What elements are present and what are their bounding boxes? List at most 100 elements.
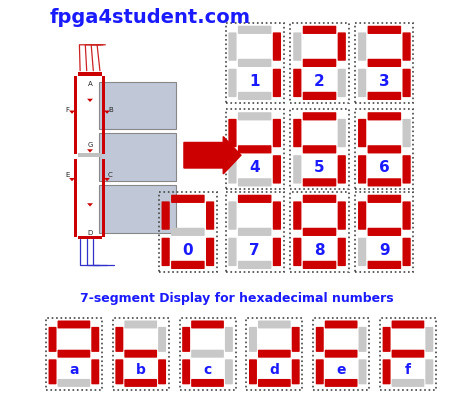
Text: e: e: [337, 363, 346, 377]
FancyBboxPatch shape: [325, 379, 357, 387]
FancyBboxPatch shape: [358, 155, 366, 184]
FancyBboxPatch shape: [258, 379, 291, 387]
FancyBboxPatch shape: [292, 327, 300, 352]
FancyBboxPatch shape: [91, 359, 99, 384]
FancyBboxPatch shape: [158, 359, 166, 384]
FancyBboxPatch shape: [293, 238, 301, 266]
FancyBboxPatch shape: [162, 201, 170, 230]
FancyBboxPatch shape: [368, 145, 401, 153]
FancyBboxPatch shape: [273, 238, 281, 266]
FancyBboxPatch shape: [303, 59, 337, 67]
FancyBboxPatch shape: [124, 379, 157, 387]
Text: d: d: [269, 363, 279, 377]
FancyBboxPatch shape: [225, 327, 233, 352]
FancyBboxPatch shape: [48, 327, 56, 352]
FancyBboxPatch shape: [162, 238, 170, 266]
Text: 3: 3: [379, 73, 390, 88]
Bar: [313, 318, 369, 389]
FancyBboxPatch shape: [303, 26, 337, 34]
FancyBboxPatch shape: [368, 195, 401, 203]
FancyBboxPatch shape: [171, 261, 205, 269]
Bar: [79, 72, 101, 76]
FancyBboxPatch shape: [392, 379, 424, 387]
FancyBboxPatch shape: [368, 178, 401, 187]
Text: a: a: [69, 363, 79, 377]
FancyBboxPatch shape: [206, 201, 214, 230]
FancyBboxPatch shape: [57, 321, 90, 329]
FancyBboxPatch shape: [425, 359, 433, 384]
FancyBboxPatch shape: [368, 261, 401, 269]
FancyBboxPatch shape: [316, 359, 324, 384]
FancyBboxPatch shape: [303, 195, 337, 203]
FancyBboxPatch shape: [228, 69, 237, 97]
FancyBboxPatch shape: [273, 32, 281, 61]
Bar: [46, 318, 102, 389]
Text: c: c: [203, 363, 212, 377]
Bar: [101, 76, 105, 154]
FancyBboxPatch shape: [238, 228, 272, 236]
FancyBboxPatch shape: [358, 327, 366, 352]
FancyBboxPatch shape: [228, 119, 237, 147]
Bar: [100, 185, 176, 233]
FancyBboxPatch shape: [402, 119, 410, 147]
Bar: [226, 23, 284, 103]
Polygon shape: [69, 110, 75, 114]
FancyBboxPatch shape: [191, 321, 224, 329]
Text: 0: 0: [182, 242, 193, 257]
FancyBboxPatch shape: [293, 119, 301, 147]
FancyBboxPatch shape: [57, 350, 90, 358]
FancyBboxPatch shape: [225, 359, 233, 384]
Bar: [246, 318, 302, 389]
FancyBboxPatch shape: [303, 145, 337, 153]
FancyBboxPatch shape: [115, 359, 123, 384]
FancyBboxPatch shape: [293, 69, 301, 97]
Bar: [159, 192, 217, 272]
Bar: [291, 192, 349, 272]
FancyBboxPatch shape: [171, 228, 205, 236]
Text: 5: 5: [314, 160, 325, 175]
Bar: [100, 82, 176, 129]
Text: F: F: [65, 107, 70, 112]
Bar: [380, 318, 436, 389]
Bar: [180, 318, 236, 389]
Text: 7: 7: [249, 242, 260, 257]
Text: 9: 9: [379, 242, 390, 257]
FancyBboxPatch shape: [191, 379, 224, 387]
FancyBboxPatch shape: [402, 32, 410, 61]
Polygon shape: [104, 178, 110, 181]
Text: G: G: [87, 142, 93, 148]
Text: 4: 4: [249, 160, 260, 175]
FancyArrow shape: [184, 136, 241, 174]
Bar: [291, 23, 349, 103]
FancyBboxPatch shape: [238, 26, 272, 34]
FancyBboxPatch shape: [337, 119, 346, 147]
FancyBboxPatch shape: [402, 201, 410, 230]
FancyBboxPatch shape: [402, 155, 410, 184]
FancyBboxPatch shape: [368, 112, 401, 120]
FancyBboxPatch shape: [368, 26, 401, 34]
FancyBboxPatch shape: [228, 32, 237, 61]
Text: fpga4student.com: fpga4student.com: [50, 8, 251, 27]
Bar: [355, 192, 413, 272]
FancyBboxPatch shape: [206, 238, 214, 266]
FancyBboxPatch shape: [124, 321, 157, 329]
Text: 8: 8: [314, 242, 325, 257]
FancyBboxPatch shape: [57, 379, 90, 387]
Bar: [226, 192, 284, 272]
FancyBboxPatch shape: [383, 327, 391, 352]
FancyBboxPatch shape: [303, 112, 337, 120]
FancyBboxPatch shape: [273, 69, 281, 97]
FancyBboxPatch shape: [358, 119, 366, 147]
Bar: [355, 109, 413, 189]
Polygon shape: [87, 99, 93, 102]
FancyBboxPatch shape: [337, 155, 346, 184]
Text: b: b: [136, 363, 146, 377]
FancyBboxPatch shape: [48, 359, 56, 384]
FancyBboxPatch shape: [337, 201, 346, 230]
FancyBboxPatch shape: [383, 359, 391, 384]
Text: C: C: [108, 172, 113, 178]
FancyBboxPatch shape: [325, 350, 357, 358]
FancyBboxPatch shape: [171, 195, 205, 203]
FancyBboxPatch shape: [191, 350, 224, 358]
FancyBboxPatch shape: [303, 92, 337, 100]
